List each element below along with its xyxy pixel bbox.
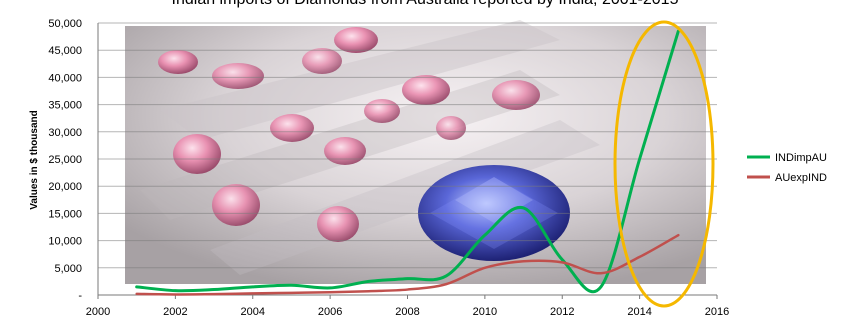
y-tick-label: 5,000 — [54, 263, 82, 275]
y-tick-label: 35,000 — [48, 100, 82, 112]
x-tick-label: 2006 — [318, 306, 342, 318]
series-line-indimpau — [135, 29, 680, 294]
y-tick-label: 50,000 — [48, 18, 82, 30]
axes: - 5,000 10,000 15,000 20,000 25,000 30,000 35,0… — [48, 18, 729, 318]
x-tick-label: 2002 — [163, 306, 187, 318]
x-tick-label: 2010 — [473, 306, 497, 318]
x-tick-label: 2004 — [241, 306, 265, 318]
legend-label-1: INDimpAU — [775, 152, 827, 164]
series-layer — [135, 29, 680, 296]
highlight-ellipse — [613, 20, 715, 308]
background-diamonds-image — [125, 20, 706, 284]
x-tick-label: 2000 — [86, 306, 110, 318]
x-tick-label: 2016 — [705, 306, 729, 318]
x-tick-label: 2012 — [550, 306, 574, 318]
series-line-auexpind — [135, 233, 680, 296]
y-tick-label: 25,000 — [48, 154, 82, 166]
y-tick-label: 15,000 — [48, 208, 82, 220]
y-axis-label: Values in $ thousand — [29, 110, 40, 209]
y-tick-label: - — [78, 290, 82, 302]
chart-title: Indian imports of Diamonds from Australi… — [172, 0, 679, 8]
legend: INDimpAU AUexpIND — [747, 152, 827, 184]
y-tick-label: 45,000 — [48, 45, 82, 57]
x-tick-label: 2008 — [395, 306, 419, 318]
y-tick-label: 20,000 — [48, 181, 82, 193]
x-tick-label: 2014 — [627, 306, 651, 318]
y-tick-label: 10,000 — [48, 236, 82, 248]
y-tick-label: 40,000 — [48, 72, 82, 84]
y-tick-label: 30,000 — [48, 127, 82, 139]
legend-label-2: AUexpIND — [775, 172, 827, 184]
